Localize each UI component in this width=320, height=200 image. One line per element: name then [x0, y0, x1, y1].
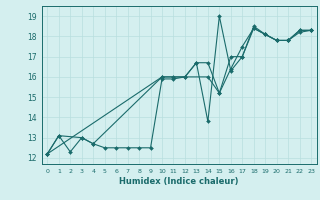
- X-axis label: Humidex (Indice chaleur): Humidex (Indice chaleur): [119, 177, 239, 186]
